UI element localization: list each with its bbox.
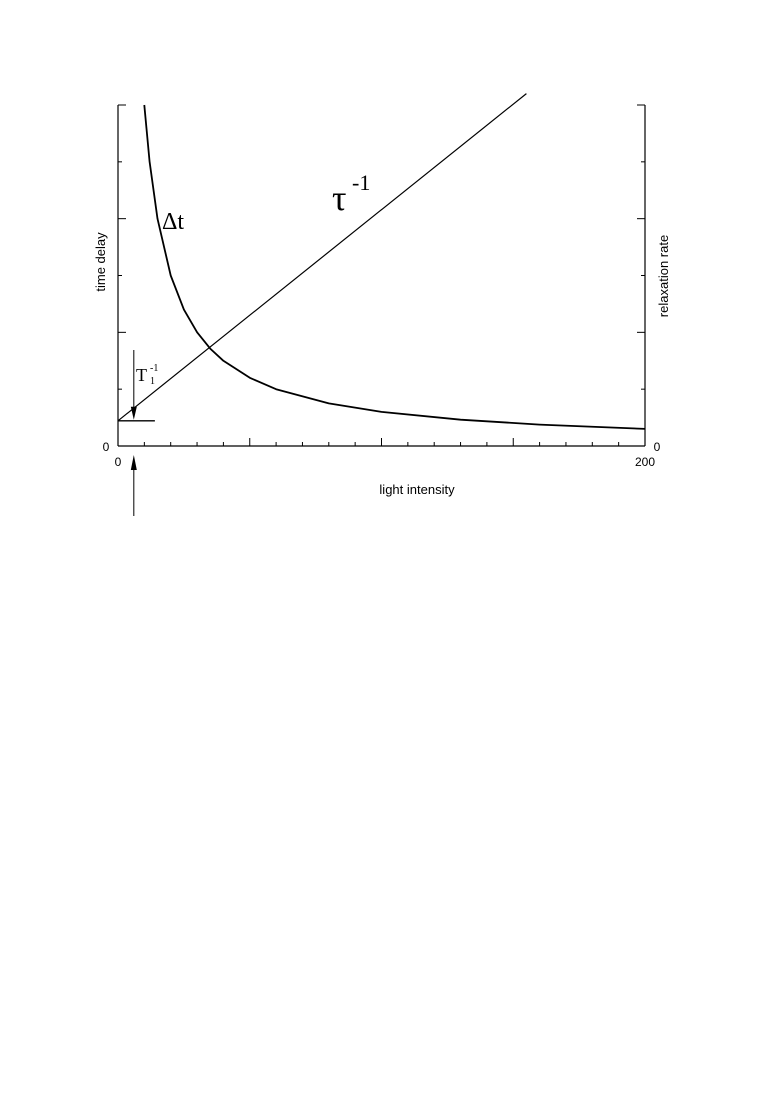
delta-t-label: Δt (162, 209, 184, 235)
ticks (118, 104, 645, 446)
axes (117, 105, 646, 447)
labels: light intensity time delay relaxation ra… (93, 170, 671, 497)
threshold-arrow-head (130, 455, 137, 470)
tau-label-sup: -1 (352, 170, 370, 195)
y-axis-label-right: relaxation rate (656, 235, 671, 317)
y-axis-label-left: time delay (93, 232, 108, 292)
x-tick-label-200: 200 (635, 455, 655, 469)
tau-label: τ -1 (332, 170, 370, 218)
y-left-tick-label-0: 0 (103, 440, 110, 454)
y-right-tick-label-0: 0 (654, 440, 661, 454)
tau-label-main: τ (332, 178, 346, 218)
baseline-arrow-head (130, 406, 137, 420)
baseline-label-main: T (136, 365, 147, 385)
series-line-delta-t (143, 104, 646, 430)
series-line-tau-inverse (117, 93, 527, 422)
baseline-label: T -1 1 (136, 363, 158, 387)
baseline-label-sub: 1 (150, 376, 155, 387)
baseline-label-sup: -1 (150, 363, 158, 374)
series (117, 93, 646, 516)
x-tick-label-0: 0 (115, 455, 122, 469)
x-axis-label: light intensity (379, 482, 455, 497)
